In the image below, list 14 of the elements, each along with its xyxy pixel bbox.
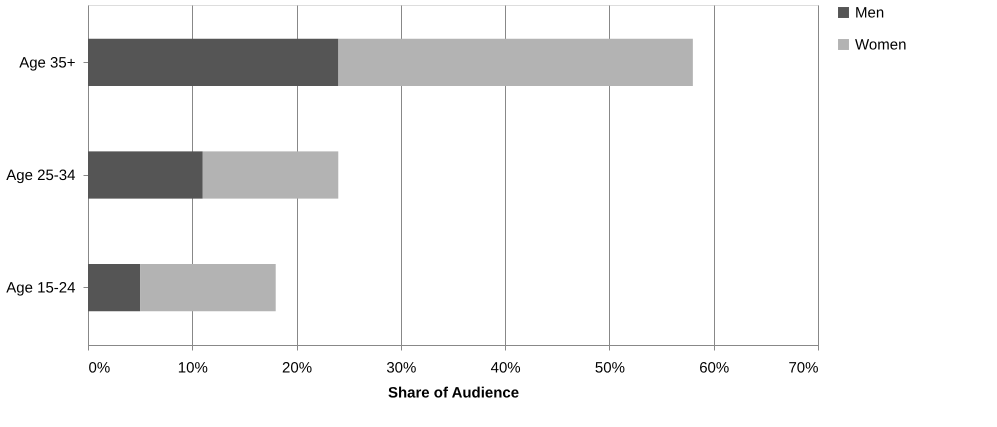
- x-tick-label: 20%: [282, 360, 312, 376]
- x-axis-title: Share of Audience: [388, 384, 520, 402]
- y-tick-label: Age 15-24: [6, 280, 76, 297]
- x-tick-label: 30%: [386, 360, 416, 376]
- x-tick-label: 40%: [490, 360, 521, 376]
- y-tick-label: Age 25-34: [6, 167, 76, 184]
- x-tick-label: 60%: [699, 360, 730, 376]
- legend-label: Men: [855, 4, 884, 22]
- x-tick-label: 10%: [178, 360, 208, 376]
- x-tick-label: 70%: [788, 360, 818, 376]
- x-tick-label: 0%: [88, 360, 110, 376]
- y-tick-label: Age 35+: [19, 54, 76, 72]
- x-tick-label: 50%: [594, 360, 625, 376]
- legend-label: Women: [855, 36, 906, 54]
